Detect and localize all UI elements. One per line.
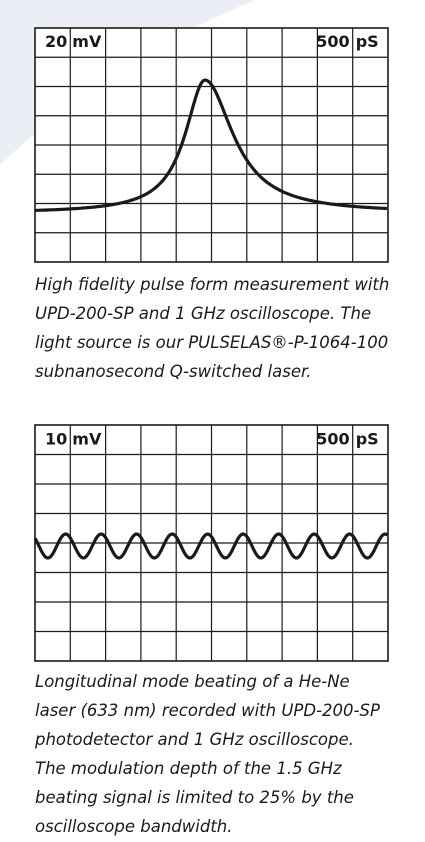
caption-line: The modulation depth of the 1.5 GHz — [35, 759, 342, 778]
caption: Longitudinal mode beating of a He-Ne lase… — [35, 667, 420, 841]
caption-line: light source is our PULSELAS®-P-1064-100 — [35, 333, 389, 352]
caption-line: beating signal is limited to 25% by the — [35, 788, 354, 807]
caption-line: subnanosecond Q-switched laser. — [35, 362, 312, 381]
caption: High fidelity pulse form measurement wit… — [35, 270, 420, 386]
waveform — [33, 532, 389, 560]
caption-line: photodetector and 1 GHz oscilloscope. — [35, 730, 354, 749]
waveform — [34, 78, 388, 212]
caption-line: UPD-200-SP and 1 GHz oscilloscope. The — [35, 304, 372, 323]
caption-line: High fidelity pulse form measurement wit… — [35, 275, 390, 294]
caption-line: laser (633 nm) recorded with UPD-200-SP — [35, 701, 380, 720]
scale-unit: mV — [72, 32, 102, 51]
caption-line: oscilloscope bandwidth. — [35, 817, 233, 836]
oscilloscope-plot: 10 mV 500 pS — [33, 424, 389, 662]
oscilloscope-plot: 20 mV 500 pS — [34, 27, 389, 263]
scale-unit: mV — [72, 429, 102, 448]
caption-line: Longitudinal mode beating of a He-Ne — [35, 672, 350, 691]
scale-unit: pS — [356, 32, 379, 51]
scale-value: 500 — [316, 32, 349, 51]
scale-value: 10 — [45, 429, 67, 448]
scale-value: 20 — [45, 32, 67, 51]
scale-value: 500 — [316, 429, 349, 448]
scale-unit: pS — [356, 429, 379, 448]
